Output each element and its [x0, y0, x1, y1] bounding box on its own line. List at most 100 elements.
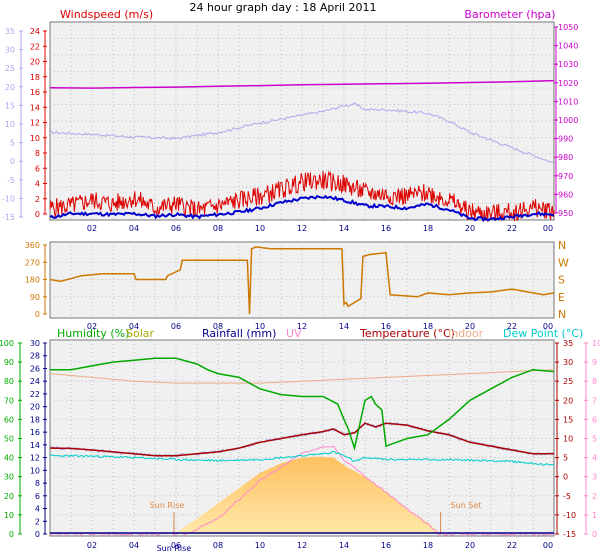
- uv-label: UV: [286, 327, 302, 340]
- temp-scale-tick-label: -15: [2, 213, 15, 222]
- compass-label: W: [558, 256, 569, 269]
- indoor-label: Indoor: [448, 327, 484, 340]
- barometer-tick-label: 1050: [558, 23, 578, 32]
- barometer-line: [49, 79, 555, 89]
- rainfall-tick-label: 26: [30, 364, 40, 373]
- temp-scale-tick-label: 25: [5, 64, 15, 73]
- solar-label: Solar: [126, 327, 155, 340]
- rainfall-tick-label: 24: [30, 377, 40, 386]
- humidity-tick-label: 60: [4, 415, 14, 424]
- temperature-tick-label: 30: [563, 358, 573, 367]
- humidity-tick-label: 40: [4, 454, 14, 463]
- hour-tick-label: 06: [171, 322, 181, 331]
- temp-scale-tick-label: 20: [5, 83, 15, 92]
- humidity-tick-label: 0: [9, 530, 14, 539]
- compass-label: S: [558, 274, 565, 287]
- temperature-tick-label: 5: [563, 454, 568, 463]
- temp-scale-tick-label: 30: [5, 46, 15, 55]
- hour-tick-label: 04: [129, 541, 139, 550]
- barometer-tick-label: 950: [558, 209, 573, 218]
- hour-tick-label: 08: [213, 541, 223, 550]
- rainfall-tick-label: 0: [35, 530, 40, 539]
- windspeed-tick-label: 0: [35, 210, 40, 219]
- uv-tick-label: 3: [592, 473, 597, 482]
- temp-scale-tick-label: -10: [2, 194, 15, 203]
- hour-tick-label: 16: [381, 224, 391, 233]
- temp-scale-tick-label: 0: [10, 157, 15, 166]
- hour-tick-label: 00: [543, 224, 553, 233]
- temp-scale-tick-label: 35: [5, 27, 15, 36]
- hour-tick-label: 04: [129, 224, 139, 233]
- barometer-tick-label: 1030: [558, 60, 578, 69]
- temperature-tick-label: 15: [563, 415, 573, 424]
- windspeed-tick-label: 24: [30, 27, 40, 36]
- temperature-tick-label: 0: [563, 473, 568, 482]
- uv-tick-label: 10: [592, 339, 600, 348]
- uv-tick-label: 8: [592, 377, 597, 386]
- humidity-line: [50, 357, 555, 451]
- windspeed-tick-label: 12: [30, 119, 40, 128]
- humidity-tick-label: 90: [4, 358, 14, 367]
- hour-tick-label: 22: [507, 322, 517, 331]
- compass-label: N: [558, 308, 566, 321]
- rainfall-tick-label: 8: [35, 479, 40, 488]
- hour-tick-label: 14: [339, 224, 349, 233]
- sunrise-marker-label: Sun Rise: [150, 501, 185, 510]
- barometer-tick-label: 990: [558, 135, 573, 144]
- sunrise-axis-label: Sun Rise: [157, 544, 192, 553]
- temp-scale-tick-label: 15: [5, 101, 15, 110]
- windspeed-tick-label: 18: [30, 73, 40, 82]
- wind-panel-series: [49, 79, 555, 223]
- humidity-panel-series: [49, 357, 555, 536]
- windspeed-tick-label: 8: [35, 149, 40, 158]
- humidity-label: Humidity (%): [57, 327, 129, 340]
- barometer-tick-label: 1040: [558, 42, 578, 51]
- barometer-tick-label: 1020: [558, 79, 578, 88]
- hour-tick-label: 12: [297, 322, 307, 331]
- hour-tick-label: 18: [423, 322, 433, 331]
- uv-tick-label: 5: [592, 435, 597, 444]
- compass-label: E: [558, 291, 565, 304]
- temperature-tick-label: -5: [563, 492, 571, 501]
- hour-tick-label: 02: [87, 322, 97, 331]
- dewpoint-line: [49, 450, 555, 466]
- rainfall-tick-label: 30: [30, 339, 40, 348]
- x-axes: 02 04 06 08 10 12 14 16 18 20 22 00 02 04 06 08 10 12 14 16…: [87, 224, 553, 553]
- sunset-marker-label: Sun Set: [451, 501, 482, 510]
- hour-tick-label: 10: [255, 322, 265, 331]
- hour-tick-label: 08: [213, 224, 223, 233]
- uv-tick-label: 2: [592, 492, 597, 501]
- uv-tick-label: 6: [592, 415, 597, 424]
- hour-tick-label: 20: [465, 224, 475, 233]
- hour-tick-label: 08: [213, 322, 223, 331]
- barometer-tick-label: 1000: [558, 116, 578, 125]
- uv-tick-label: 4: [592, 454, 597, 463]
- windspeed-tick-label: 22: [30, 42, 40, 51]
- hour-tick-label: 14: [339, 322, 349, 331]
- barometer-tick-label: 960: [558, 190, 573, 199]
- direction-tick-label: 0: [35, 310, 40, 319]
- graph-title: 24 hour graph day : 18 April 2011: [190, 1, 377, 14]
- barometer-tick-label: 980: [558, 153, 573, 162]
- rainfall-tick-label: 12: [30, 454, 40, 463]
- temperature-label: Temperature (°C): [359, 327, 455, 340]
- rainfall-label: Rainfall (mm): [202, 327, 276, 340]
- rainfall-tick-label: 28: [30, 352, 40, 361]
- barometer-tick-label: 970: [558, 172, 573, 181]
- uv-tick-label: 1: [592, 511, 597, 520]
- rainfall-tick-label: 22: [30, 390, 40, 399]
- temperature-tick-label: 10: [563, 435, 573, 444]
- windspeed-tick-label: 2: [35, 195, 40, 204]
- humidity-temperature-panel: Humidity (%) Solar Rainfall (mm) UV Temp…: [0, 327, 600, 539]
- direction-tick-label: 180: [25, 276, 40, 285]
- hour-tick-label: 02: [87, 224, 97, 233]
- wind-average-line: [49, 194, 555, 223]
- hour-tick-label: 06: [171, 541, 181, 550]
- barometer-tick-label: 1010: [558, 97, 578, 106]
- uv-tick-label: 9: [592, 358, 597, 367]
- barometer-label: Barometer (hpa): [464, 8, 555, 21]
- humidity-tick-label: 80: [4, 377, 14, 386]
